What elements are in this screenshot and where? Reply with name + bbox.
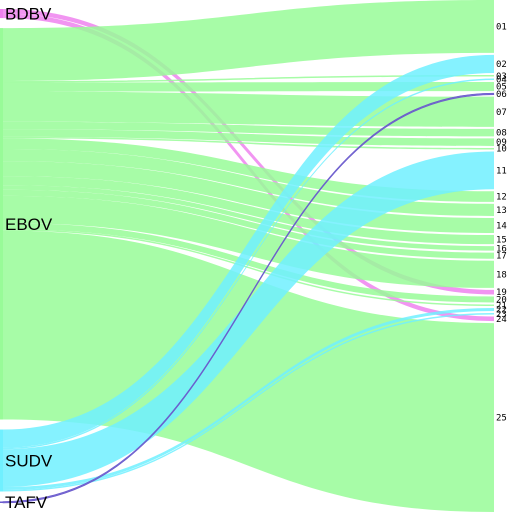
target-label-13: 13 (496, 206, 507, 216)
link-sudv-02 (3, 54, 494, 448)
target-node-16 (494, 246, 512, 251)
target-label-15: 15 (496, 236, 507, 246)
target-node-05 (494, 82, 512, 92)
target-node-13 (494, 203, 512, 216)
target-node-23 (494, 313, 512, 315)
source-label-ebov: EBOV (5, 215, 53, 234)
link-ebov-20 (3, 223, 494, 303)
link-sudv-04 (3, 78, 494, 450)
target-node-09 (494, 138, 512, 146)
link-ebov-10 (3, 136, 494, 150)
link-ebov-21 (3, 229, 494, 307)
target-node-01 (494, 0, 512, 53)
target-label-10: 10 (496, 145, 507, 155)
target-node-07 (494, 96, 512, 127)
target-label-20: 20 (496, 295, 507, 305)
target-node-08 (494, 128, 512, 137)
target-node-11 (494, 151, 512, 190)
link-ebov-05 (3, 82, 494, 92)
link-ebov-16 (3, 185, 494, 251)
target-label-05: 05 (496, 83, 507, 93)
target-label-22: 22 (496, 306, 507, 316)
link-ebov-25 (3, 230, 494, 512)
target-label-03: 03 (496, 72, 507, 82)
target-node-20 (494, 296, 512, 303)
target-node-25 (494, 323, 512, 512)
target-label-16: 16 (496, 244, 507, 254)
target-label-18: 18 (496, 270, 507, 280)
link-sudv-23 (3, 313, 494, 492)
target-label-23: 23 (496, 310, 507, 320)
link-ebov-07 (3, 91, 494, 127)
target-node-15 (494, 235, 512, 245)
target-label-11: 11 (496, 166, 507, 176)
target-label-19: 19 (496, 288, 507, 298)
target-node-10 (494, 147, 512, 150)
target-label-12: 12 (496, 193, 507, 203)
link-ebov-08 (3, 121, 494, 137)
target-node-22 (494, 308, 512, 312)
target-node-02 (494, 54, 512, 74)
target-node-21 (494, 304, 512, 307)
link-ebov-18 (3, 195, 494, 288)
link-sudv-22 (3, 308, 494, 490)
target-node-18 (494, 260, 512, 288)
target-node-03 (494, 75, 512, 77)
source-label-bdbv: BDBV (5, 5, 52, 24)
source-label-sudv: SUDV (5, 452, 53, 471)
source-node-sudv (0, 429, 3, 492)
source-label-tafv: TAFV (5, 493, 48, 512)
target-node-06 (494, 93, 512, 95)
target-node-04 (494, 78, 512, 81)
target-label-06: 06 (496, 90, 507, 100)
target-node-14 (494, 217, 512, 234)
target-label-21: 21 (496, 301, 507, 311)
sankey-links (2, 0, 495, 512)
target-label-04: 04 (496, 75, 507, 85)
link-ebov-09 (3, 129, 494, 146)
link-sudv-11 (3, 151, 494, 487)
link-ebov-03 (3, 75, 494, 83)
target-node-19 (494, 289, 512, 295)
target-label-14: 14 (496, 222, 507, 232)
target-node-12 (494, 191, 512, 202)
link-ebov-15 (3, 176, 494, 245)
target-label-09: 09 (496, 138, 507, 148)
source-node-tafv (0, 501, 3, 503)
source-node-bdbv (0, 9, 3, 19)
link-bdbv-19 (3, 9, 494, 295)
link-ebov-01 (3, 0, 494, 81)
link-ebov-17 (3, 189, 494, 259)
target-label-24: 24 (496, 315, 507, 325)
target-label-07: 07 (496, 108, 507, 118)
target-label-17: 17 (496, 252, 507, 262)
target-node-24 (494, 316, 512, 322)
target-label-08: 08 (496, 129, 507, 139)
target-label-01: 01 (496, 22, 507, 32)
source-node-ebov (0, 28, 3, 420)
target-node-17 (494, 252, 512, 259)
target-label-02: 02 (496, 60, 507, 70)
target-label-25: 25 (496, 414, 507, 424)
